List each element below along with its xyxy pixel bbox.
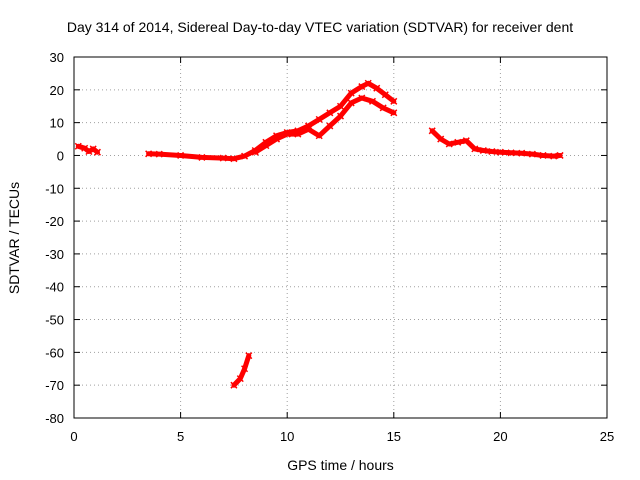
series-seg-outlier	[230, 352, 253, 389]
x-axis-label: GPS time / hours	[287, 457, 394, 473]
data-point	[219, 154, 227, 162]
data-point	[381, 91, 389, 99]
data-point	[236, 375, 244, 383]
data-point	[273, 135, 281, 143]
data-point	[283, 130, 291, 138]
y-tick-label: 30	[50, 50, 64, 65]
data-point	[358, 94, 366, 102]
data-point	[198, 153, 206, 161]
data-point	[241, 365, 249, 373]
data-point	[304, 125, 313, 133]
data-point	[539, 151, 547, 159]
grid-lines	[74, 57, 607, 418]
data-point	[315, 132, 323, 140]
y-tick-label: 0	[57, 148, 64, 163]
y-tick-label: -80	[45, 411, 64, 426]
data-point	[507, 149, 515, 157]
data-point	[74, 142, 82, 150]
data-point	[245, 352, 253, 360]
x-tick-label: 10	[280, 429, 294, 444]
y-tick-label: 10	[50, 116, 64, 131]
data-point	[373, 84, 381, 92]
data-point	[550, 152, 558, 160]
data-point	[358, 83, 366, 91]
series-trace	[252, 95, 397, 155]
x-tick-label: 20	[493, 429, 507, 444]
data-point	[145, 150, 153, 158]
data-point	[93, 148, 101, 156]
data-point	[445, 140, 453, 148]
chart-title: Day 314 of 2014, Sidereal Day-to-day VTE…	[66, 19, 574, 35]
x-tick-label: 0	[70, 429, 77, 444]
axis-ticks: 0 5 10 15 20 25 -80 -70 -60 -50 -40 -30 -20 -10 0 10 20 3…	[45, 50, 614, 444]
series-trace	[231, 353, 252, 388]
series-seg-afternoon	[428, 127, 564, 160]
x-tick-label: 15	[387, 429, 401, 444]
data-point	[294, 130, 302, 138]
data-point	[428, 127, 436, 135]
data-point	[347, 99, 355, 107]
y-tick-label: -70	[45, 378, 64, 393]
data-point	[471, 145, 479, 153]
data-point	[230, 381, 238, 389]
data-point	[496, 148, 504, 156]
data-point	[251, 148, 259, 156]
series-seg-morning	[145, 79, 398, 163]
series-seg-morning-lower	[251, 94, 398, 156]
data-point	[488, 147, 496, 156]
data-point	[347, 89, 355, 97]
data-point	[326, 122, 334, 130]
data-point	[368, 97, 377, 105]
data-point	[85, 147, 93, 156]
data-point	[326, 109, 334, 117]
data-point	[390, 109, 398, 117]
data-point	[479, 147, 487, 155]
data-point	[177, 151, 185, 159]
plot-frame	[73, 56, 608, 419]
x-tick-label: 25	[600, 429, 614, 444]
data-point	[390, 97, 398, 105]
y-tick-label: 20	[50, 83, 64, 98]
data-point	[230, 155, 238, 163]
data-point	[364, 79, 372, 87]
y-tick-label: -40	[45, 280, 64, 295]
data-point	[454, 138, 462, 146]
data-point	[155, 150, 163, 158]
data-point	[336, 112, 345, 120]
data-point	[556, 151, 564, 159]
data-point	[336, 102, 345, 110]
y-tick-label: -50	[45, 313, 64, 328]
data-point	[379, 104, 387, 112]
x-tick-label: 5	[177, 429, 184, 444]
data-point	[241, 152, 249, 160]
data-point	[528, 150, 536, 158]
y-axis-label: SDTVAR / TECUs	[6, 181, 22, 295]
y-tick-label: -30	[45, 247, 64, 262]
y-tick-label: -60	[45, 345, 64, 360]
series-trace	[146, 80, 397, 162]
data-point	[315, 115, 323, 123]
data-points	[74, 79, 564, 389]
y-tick-label: -20	[45, 214, 64, 229]
series-seg-early	[74, 142, 101, 156]
data-point	[262, 142, 270, 150]
data-point	[462, 137, 470, 145]
data-point	[437, 135, 445, 143]
data-point	[518, 149, 526, 157]
y-tick-label: -10	[45, 181, 64, 196]
